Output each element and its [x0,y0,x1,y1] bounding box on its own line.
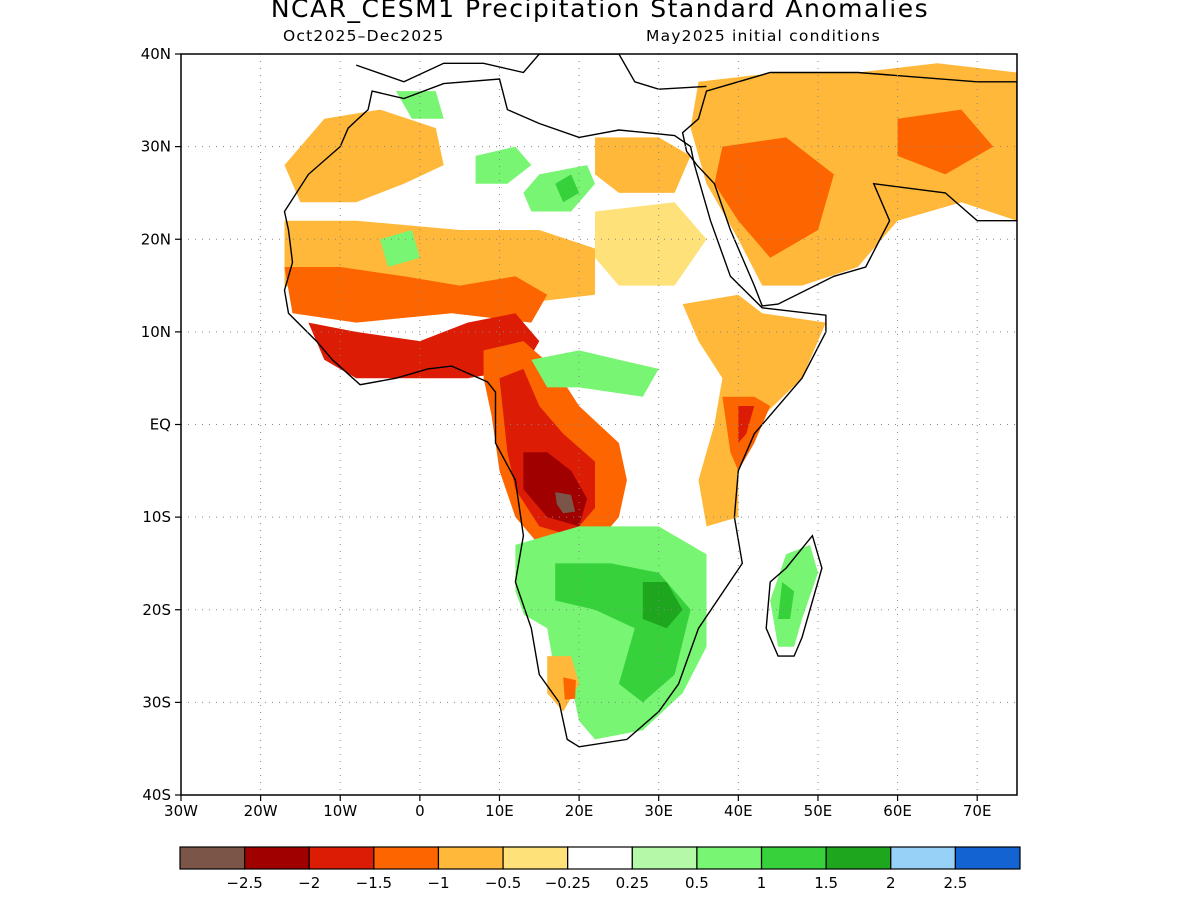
colorbar-label: 0.5 [685,874,709,892]
y-tick-label: 30N [141,138,171,156]
y-tick-label: 10S [142,508,171,526]
y-tick-label: 20N [141,230,171,248]
x-tick-label: 30W [164,802,198,820]
anomaly-region-kenya-coast-peak [738,406,755,443]
color-legend: −2.5 −2 −1.5 −1 −0.5 −0.25 0.25 0.5 1 1.5 2 2.5 [179,846,1021,892]
anomaly-region-iran-core [897,109,994,175]
madagascar-coastline [765,534,823,657]
colorbar-swatch [760,846,827,870]
y-tick-label: EQ [150,416,171,434]
colorbar-swatch [567,846,633,870]
colorbar-swatch [954,846,1021,870]
anomaly-region-sahara-north-dry [284,109,444,203]
colorbar-swatch [825,846,892,870]
anomaly-region-morocco-wet [396,91,444,119]
colorbar-label: −1.5 [356,874,392,892]
anomaly-region-namibia-core [563,677,576,700]
anomaly-region-arabia-core [714,137,834,258]
anomaly-region-mauritania-wet [380,230,420,267]
colorbar-label: −2 [298,874,320,892]
anomaly-region-zimbabwe-peak [642,582,683,629]
axis-ticks: 30W 20W 10W 0 10E 20E 30E 40E 50E 60E 70E 40N 30N 20N… [141,45,992,820]
x-tick-label: 10E [485,802,514,820]
y-tick-label: 10N [141,323,171,341]
x-tick-label: 30E [644,802,673,820]
anomaly-region-gulf-guinea-dry [308,313,540,379]
x-tick-label: 20W [244,802,278,820]
europe-coastline [355,54,707,90]
x-tick-label: 40E [724,802,753,820]
colorbar-label: −0.25 [545,874,591,892]
colorbar-swatch [373,846,440,870]
arabia-coastline [681,71,1017,307]
x-tick-label: 60E [883,802,912,820]
anomaly-region-madagascar-wet [770,544,818,647]
y-tick-label: 40S [142,786,171,804]
colorbar-swatch [631,846,698,870]
colorbar-swatch [696,846,763,870]
colorbar-swatch [308,846,375,870]
anomaly-region-sahara-wet-core [555,174,580,203]
coastlines [283,54,1017,748]
colorbar-label: −2.5 [226,874,262,892]
colorbar-swatch [890,846,956,870]
colorbar-swatch [244,846,310,870]
anomaly-region-sahara-wet-1 [475,146,532,184]
colorbar-swatch [437,846,504,870]
x-tick-label: 50E [804,802,833,820]
y-tick-label: 20S [142,601,171,619]
anomaly-region-south-sahara-yellow [595,202,707,286]
anomaly-region-chad-wet [531,350,659,397]
anomaly-region-angola-peak [555,492,576,514]
colorbar-swatch [502,846,569,870]
initial-conditions: May2025 initial conditions [646,27,881,45]
forecast-period: Oct2025–Dec2025 [283,27,445,45]
x-tick-label: 70E [963,802,992,820]
anomaly-region-west-sahel-core [284,267,548,323]
x-tick-label: 20E [565,802,594,820]
colorbar-label: 2 [886,874,896,892]
x-tick-label: 0 [415,802,425,820]
colorbar-label: −0.5 [485,874,521,892]
anomaly-shading [284,63,1017,740]
y-tick-label: 30S [142,693,171,711]
colorbar-label: 1.5 [814,874,838,892]
colorbar-label: 2.5 [943,874,967,892]
y-tick-label: 40N [141,45,171,63]
anomaly-region-north-libya-dry [595,137,691,193]
x-tick-label: 10W [323,802,357,820]
colorbar-label: 1 [757,874,767,892]
africa-coastline [283,78,827,748]
chart-title: NCAR_CESM1 Precipitation Standard Anomal… [270,0,930,23]
colorbar-label: −1 [427,874,449,892]
colorbar-label: 0.25 [616,874,649,892]
colorbar-swatch [179,846,246,870]
